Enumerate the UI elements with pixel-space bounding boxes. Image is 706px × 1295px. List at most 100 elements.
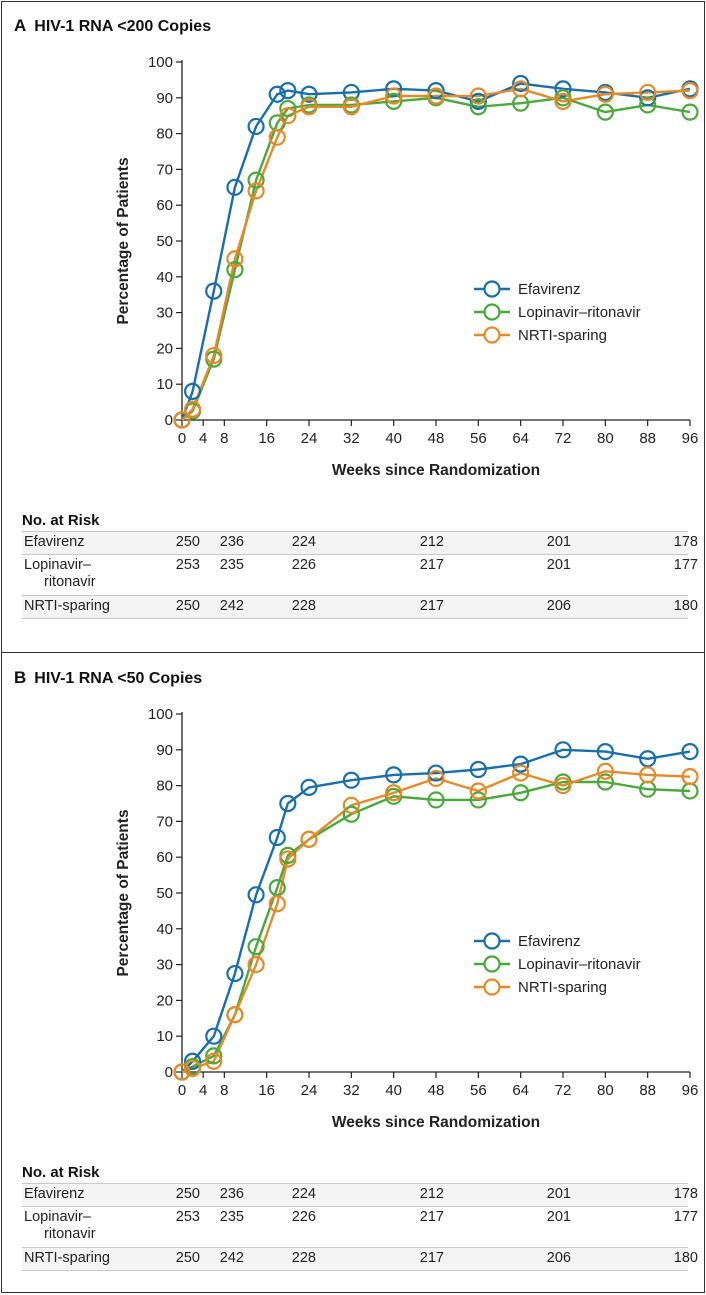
panel-a-risk-row: Efavirenz 250 236 224 212 201 178: [22, 531, 698, 554]
panel-a-series-2-point: [342, 98, 360, 116]
panel-a-risk-cell: 224: [291, 534, 316, 550]
panel-a-risk-row-name-text: Efavirenz: [24, 534, 85, 550]
panel-a-legend-label: Lopinavir–ritonavir: [518, 304, 641, 321]
panel-a-series-2-point: [639, 83, 657, 102]
panel-b-series-2-point: [205, 1052, 223, 1070]
panel-b-risk-row: Lopinavir– ritonavir 253 235 226 217 201 177: [22, 1206, 698, 1247]
panel-b-risk-cell: 217: [419, 1250, 444, 1266]
panel-b-risk-cell: 201: [546, 1186, 571, 1202]
panel-a-series-0-point: [205, 282, 223, 300]
panel-a-risk-cell: 212: [419, 534, 444, 550]
panel-b-legend-swatch-marker: [483, 932, 501, 950]
panel-b-series-1-point: [205, 1047, 223, 1065]
panel-b-risk-cell: 224: [291, 1186, 316, 1202]
panel-b-x-tick-label: 88: [639, 1082, 656, 1099]
panel-b-series-1-point: [247, 938, 265, 956]
panel-a-risk-row-name-text: NRTI-sparing: [24, 598, 110, 614]
panel-a-risk-cell: 206: [546, 598, 571, 614]
panel-a-series-2-point: [427, 87, 445, 105]
panel-b-x-tick-label: 24: [301, 1082, 318, 1099]
panel-b-risk-row-name-text: Lopinavir–: [24, 1209, 91, 1225]
panel-a-risk-table: No. at Risk Efavirenz 250 236 224 212 201 178 Lo…: [22, 512, 698, 619]
panel-b-risk-cell: 228: [291, 1250, 316, 1266]
panel-b-legend-label: NRTI-sparing: [518, 979, 607, 996]
panel-b-y-tick-label: 0: [165, 1064, 173, 1081]
panel-b-risk-table: No. at Risk Efavirenz 250 236 224 212 201 178 Lo…: [22, 1164, 698, 1271]
panel-a-legend-swatch-marker: [483, 280, 501, 298]
panel-b-x-tick-label: 4: [199, 1082, 207, 1099]
panel-a-legend-label: NRTI-sparing: [518, 327, 607, 344]
panel-b-series-2-point: [173, 1063, 191, 1081]
panel-a-x-tick-label: 4: [199, 430, 207, 447]
panel-b-series-2-point: [554, 777, 572, 795]
panel-a-y-tick-label: 50: [156, 233, 173, 250]
panel-a-y-tick-label: 40: [156, 269, 173, 286]
panel-a-risk-row-name: Efavirenz: [24, 534, 84, 551]
panel-b-series-0-line: [181, 748, 691, 1073]
panel-a-risk-cell: 217: [419, 598, 444, 614]
panel-a-series-0-point: [279, 82, 297, 100]
panel-a-series-2-point: [226, 250, 244, 268]
panel-b-series-0-point: [226, 964, 244, 983]
panel-b-risk-row: NRTI-sparing 250 242 228 217 206 180: [22, 1247, 698, 1271]
panel-b-legend-swatch-marker: [483, 955, 501, 973]
panel-b-x-tick-label: 0: [178, 1082, 186, 1099]
panel-a-risk-row-name: Lopinavir– ritonavir: [24, 557, 96, 591]
panel-a-series-0-point: [183, 382, 202, 400]
panel-b-risk-cell: 212: [419, 1186, 444, 1202]
panel-b-series-0-point: [681, 742, 699, 761]
panel-b-series-0-point: [469, 760, 487, 779]
panel-a-y-tick-label: 100: [148, 54, 173, 71]
panel-b-series-0-point: [279, 794, 297, 813]
panel-b-risk-cell: 253: [175, 1209, 200, 1225]
panel-a-y-tick-label: 60: [156, 197, 173, 214]
panel-a-risk-cell: 180: [673, 598, 698, 614]
panel-b-legend-label: Efavirenz: [518, 933, 581, 950]
panel-a-y-tick-label: 30: [156, 305, 173, 322]
panel-b-series-2-point: [342, 796, 360, 814]
panel-a-series-2-point: [279, 107, 297, 125]
panel-b-x-tick-label: 96: [682, 1082, 699, 1099]
panel-a-risk-cell: 201: [546, 557, 571, 573]
panel-a-risk-row-name-cont: ritonavir: [44, 574, 96, 590]
panel-b-y-tick-label: 70: [156, 813, 173, 830]
panel-a-risk-cell: 226: [291, 557, 316, 573]
panel-b-risk-cell: 206: [546, 1250, 571, 1266]
panel-a-y-tick-label: 90: [156, 90, 173, 107]
panel-a-risk-cell: 253: [175, 557, 200, 573]
panel-b-series-2-point: [681, 768, 699, 786]
panel-a-title: A HIV-1 RNA <200 Copies: [14, 16, 211, 36]
panel-b-series-2-point: [226, 1006, 244, 1024]
panel-a-series-1-line: [181, 96, 691, 421]
panel-b-series-0-point: [183, 1052, 202, 1070]
panel-b-letter: B: [14, 668, 27, 687]
panel-b-series-2-point: [279, 850, 297, 868]
panel-b-y-axis-label: Percentage of Patients: [115, 809, 132, 976]
panel-b-series-0-point: [385, 766, 403, 784]
panel-a-series-1-point: [469, 98, 487, 116]
panel-a-series-0-point: [268, 85, 286, 103]
panel-a-series-2-point: [554, 92, 572, 110]
panel-b-y-tick-label: 30: [156, 957, 173, 974]
panel-b-series-2-point: [639, 766, 657, 784]
panel-a-y-tick-label: 70: [156, 161, 173, 178]
panel-a-series-0-point: [469, 92, 487, 110]
panel-a-series-2-point: [247, 182, 265, 200]
panel-b-risk-row-name-text: Efavirenz: [24, 1186, 85, 1202]
panel-a-legend-label: Efavirenz: [518, 281, 581, 298]
panel-a-x-axis-label: Weeks since Randomization: [332, 462, 540, 479]
panel-a-series-2-point: [681, 82, 699, 100]
panel-b-series-0-point: [427, 764, 445, 782]
panel-b-risk-heading: No. at Risk: [22, 1164, 100, 1181]
panel-a-legend-swatch-marker: [483, 326, 501, 344]
panel-a-risk-cell: 178: [673, 534, 698, 550]
panel-b-x-tick-label: 64: [512, 1082, 529, 1099]
panel-a-risk-heading: No. at Risk: [22, 512, 100, 529]
panel-b-risk-row-name: NRTI-sparing: [24, 1250, 110, 1267]
panel-b-risk-row-name: Lopinavir– ritonavir: [24, 1209, 96, 1243]
panel-a-risk-cell: 201: [546, 534, 571, 550]
panel-b-risk-cell: 250: [175, 1186, 200, 1202]
panel-b-legend-swatch-marker: [483, 978, 501, 996]
